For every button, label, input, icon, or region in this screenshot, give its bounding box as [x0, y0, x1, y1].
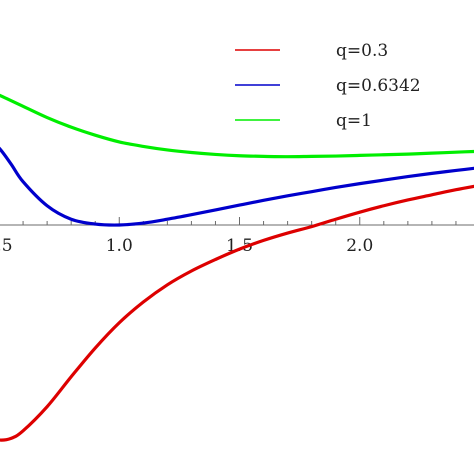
legend-label: q=0.6342: [336, 76, 421, 96]
series-line-q-0-3: [0, 184, 474, 442]
x-tick-label: 2.0: [346, 236, 373, 256]
x-tick-label: 1.0: [106, 236, 133, 256]
series-group: [0, 93, 474, 442]
series-line-q-1: [0, 93, 474, 159]
legend: q=0.3 q=0.6342 q=1: [235, 41, 421, 131]
x-tick-label: 0.5: [0, 236, 13, 256]
legend-label: q=0.3: [336, 41, 388, 61]
series-line-q-0-6342: [0, 146, 474, 227]
legend-label: q=1: [336, 111, 372, 131]
